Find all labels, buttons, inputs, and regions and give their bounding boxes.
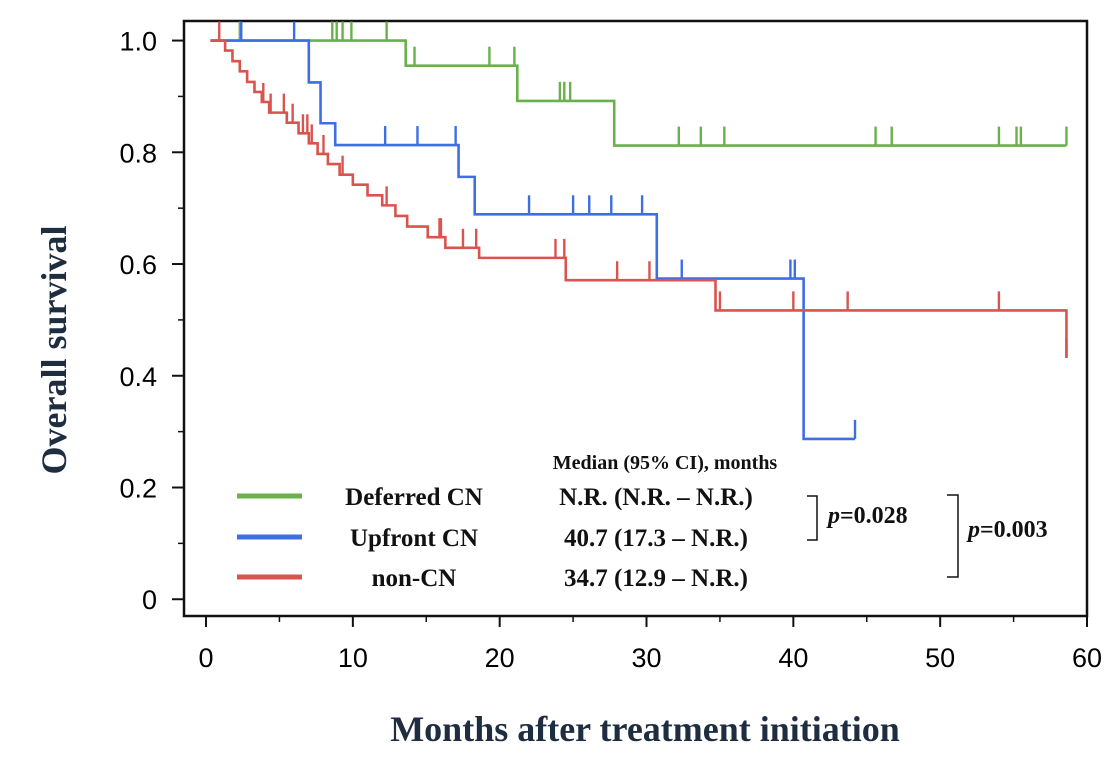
legend-label-non-cn: non-CN — [372, 565, 457, 592]
x-tick-label: 40 — [778, 643, 808, 673]
series-upfront-cn — [210, 21, 857, 441]
survival-curves — [210, 21, 1068, 441]
p-value-bracket-2 — [947, 494, 959, 578]
km-curve-upfront-cn — [210, 39, 856, 441]
legend-median-non-cn: 34.7 (12.9 – N.R.) — [564, 565, 748, 592]
legend: Median (95% CI), months Deferred CN N.R.… — [237, 452, 777, 592]
legend-median-deferred-cn: N.R. (N.R. – N.R.) — [559, 484, 753, 511]
p-value-2-value: =0.003 — [980, 517, 1048, 543]
km-curve-non-cn — [210, 39, 1068, 358]
p-value-1: p=0.028 — [826, 503, 908, 529]
legend-header: Median (95% CI), months — [553, 452, 778, 474]
series-deferred-cn — [210, 21, 1068, 147]
x-tick-label: 50 — [925, 643, 955, 673]
y-tick-label: 1.0 — [119, 27, 157, 57]
p-value-2-symbol: p — [966, 517, 980, 543]
x-tick-label: 10 — [338, 643, 368, 673]
x-tick-label: 0 — [199, 643, 214, 673]
y-tick-label: 0.2 — [119, 474, 157, 504]
y-tick-label: 0 — [142, 585, 157, 615]
x-tick-label: 60 — [1072, 643, 1102, 673]
x-tick-label: 20 — [485, 643, 515, 673]
p-value-1-value: =0.028 — [840, 503, 908, 529]
p-value-1-symbol: p — [826, 503, 840, 529]
y-tick-label: 0.4 — [119, 362, 157, 392]
y-axis-title: Overall survival — [34, 226, 74, 475]
x-axis-title: Months after treatment initiation — [390, 709, 900, 749]
legend-label-deferred-cn: Deferred CN — [345, 484, 483, 511]
y-tick-label: 0.8 — [119, 138, 157, 168]
p-value-bracket-1 — [807, 495, 818, 541]
plot-frame — [182, 19, 1089, 618]
legend-label-upfront-cn: Upfront CN — [350, 525, 478, 552]
legend-median-upfront-cn: 40.7 (17.3 – N.R.) — [564, 525, 748, 552]
p-value-2: p=0.003 — [966, 517, 1048, 543]
axes: 0 10 20 30 40 50 60 0 0.2 0.4 0.6 0.8 1.0 — [119, 27, 1102, 673]
y-tick-label: 0.6 — [119, 250, 157, 280]
km-curve-deferred-cn — [210, 39, 1067, 147]
series-non-cn — [210, 21, 1068, 358]
x-tick-label: 30 — [631, 643, 661, 673]
